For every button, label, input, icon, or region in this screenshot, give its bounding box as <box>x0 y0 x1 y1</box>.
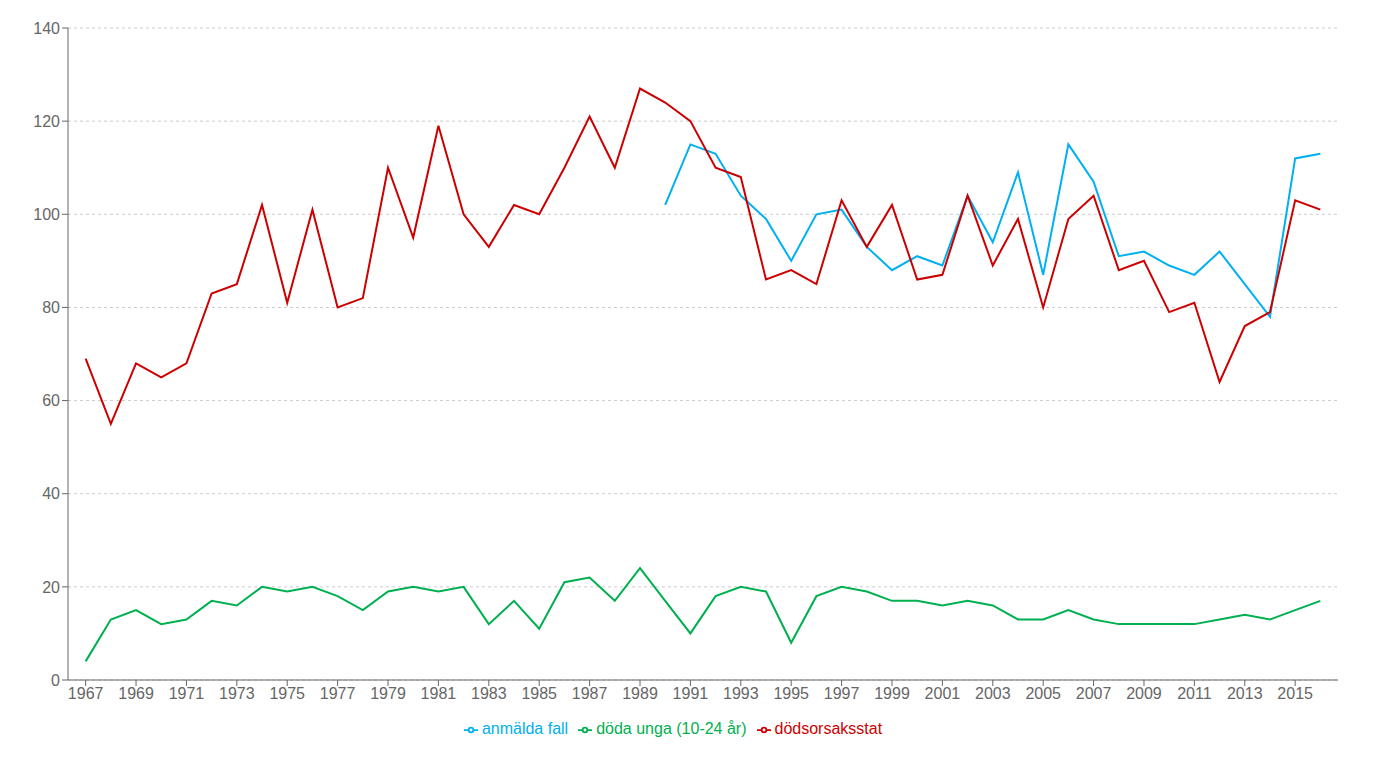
svg-text:1971: 1971 <box>169 685 205 702</box>
svg-text:1973: 1973 <box>219 685 255 702</box>
svg-text:2005: 2005 <box>1025 685 1061 702</box>
svg-text:0: 0 <box>51 672 60 689</box>
svg-text:2013: 2013 <box>1227 685 1263 702</box>
svg-text:1975: 1975 <box>269 685 305 702</box>
html-text:anmälda fall: anmälda fall <box>481 720 569 737</box>
svg-text:40: 40 <box>42 485 60 502</box>
svg-text:2015: 2015 <box>1277 685 1313 702</box>
svg-text:2007: 2007 <box>1076 685 1112 702</box>
html-text:döda unga (10-24 år): döda unga (10-24 år) <box>596 720 747 737</box>
svg-text:140: 140 <box>33 20 60 37</box>
svg-text:1993: 1993 <box>723 685 759 702</box>
svg-text:1987: 1987 <box>572 685 608 702</box>
svg-text:100: 100 <box>33 206 60 223</box>
svg-text:1981: 1981 <box>421 685 457 702</box>
svg-text:2011: 2011 <box>1177 685 1212 702</box>
svg-text:60: 60 <box>42 392 60 409</box>
svg-text:1983: 1983 <box>471 685 507 702</box>
svg-text:1967: 1967 <box>68 685 104 702</box>
html-text:dödsorsaksstat: dödsorsaksstat <box>774 720 883 737</box>
svg-text:2003: 2003 <box>975 685 1011 702</box>
svg-text:2009: 2009 <box>1126 685 1162 702</box>
svg-text:1985: 1985 <box>521 685 557 702</box>
svg-text:1979: 1979 <box>370 685 406 702</box>
svg-text:1999: 1999 <box>874 685 910 702</box>
svg-text:20: 20 <box>42 579 60 596</box>
svg-text:80: 80 <box>42 299 60 316</box>
svg-text:1995: 1995 <box>773 685 809 702</box>
svg-text:1969: 1969 <box>118 685 154 702</box>
svg-text:1991: 1991 <box>673 685 709 702</box>
svg-text:1997: 1997 <box>824 685 860 702</box>
svg-text:2001: 2001 <box>925 685 961 702</box>
svg-text:120: 120 <box>33 113 60 130</box>
svg-text:1977: 1977 <box>320 685 356 702</box>
svg-text:1989: 1989 <box>622 685 658 702</box>
